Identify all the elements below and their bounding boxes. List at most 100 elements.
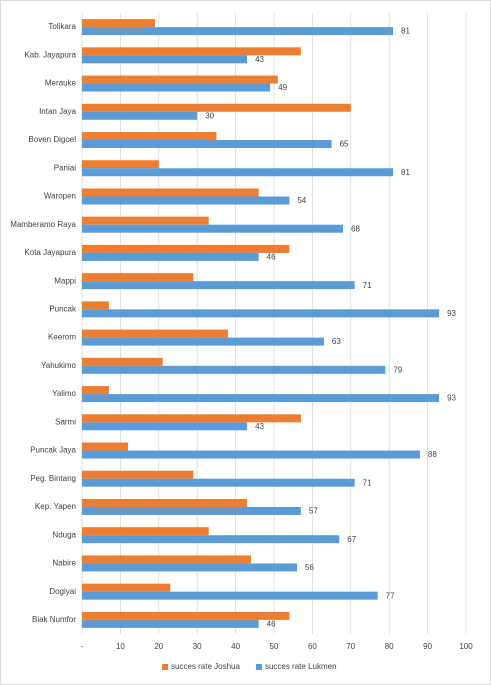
- bar: [82, 619, 259, 628]
- bar: [82, 47, 301, 56]
- y-tick-label: Puncak: [49, 304, 77, 313]
- bar: [82, 583, 171, 592]
- bar: [82, 309, 440, 318]
- y-tick-label: Biak Numfor: [32, 615, 76, 624]
- bar: [82, 273, 194, 282]
- data-label: 54: [297, 196, 306, 205]
- data-label: 43: [255, 55, 264, 64]
- data-label: 43: [255, 422, 264, 431]
- bar: [82, 301, 109, 310]
- data-label: 79: [393, 365, 402, 374]
- bar: [82, 132, 217, 141]
- y-tick-label: Keerom: [48, 333, 76, 342]
- bar: [82, 591, 378, 600]
- y-tick-label: Peg. Bintang: [30, 474, 76, 483]
- bar: [82, 386, 109, 395]
- bar: [82, 555, 251, 564]
- data-label: 93: [447, 394, 456, 403]
- x-tick-label: 60: [308, 642, 317, 651]
- data-label: 57: [309, 507, 318, 516]
- bar: [82, 140, 332, 149]
- x-tick-label: -: [81, 642, 84, 651]
- y-tick-label: Mamberamo Raya: [10, 220, 76, 229]
- legend-swatch: [255, 664, 262, 670]
- bar: [82, 329, 228, 338]
- x-tick-label: 80: [385, 642, 394, 651]
- y-tick-label: Intan Jaya: [39, 107, 76, 116]
- y-tick-label: Boven Digoel: [28, 135, 76, 144]
- y-tick-label: Yalimo: [52, 389, 76, 398]
- y-tick-label: Sarmi: [55, 417, 76, 426]
- bar: [82, 506, 301, 515]
- legend-label: succes rate Lukmen: [265, 662, 337, 671]
- bar: [82, 83, 271, 92]
- bar: [82, 563, 298, 572]
- y-tick-label: Tolikara: [48, 22, 76, 31]
- bar: [82, 252, 259, 261]
- data-label: 67: [347, 535, 356, 544]
- bar: [82, 168, 394, 177]
- data-label: 46: [267, 619, 276, 628]
- y-tick-label: Nduga: [52, 530, 76, 539]
- x-tick-label: 70: [346, 642, 355, 651]
- bar: [82, 527, 209, 536]
- data-label: 63: [332, 337, 341, 346]
- data-label: 93: [447, 309, 456, 318]
- data-label: 81: [401, 168, 410, 177]
- bar: [82, 337, 324, 346]
- x-tick-label: 50: [270, 642, 279, 651]
- x-tick-label: 30: [193, 642, 202, 651]
- data-label: 77: [386, 591, 395, 600]
- bar: [82, 414, 301, 423]
- bar: [82, 196, 290, 205]
- y-tick-label: Kep. Yapen: [35, 502, 76, 511]
- bar: [82, 55, 248, 64]
- y-tick-label: Yahukimo: [41, 361, 77, 370]
- bar: [82, 244, 290, 253]
- bar: [82, 188, 259, 197]
- bar: [82, 450, 420, 459]
- y-tick-label: Kab. Jayapura: [24, 50, 76, 59]
- y-tick-label: Puncak Jaya: [30, 446, 76, 455]
- bar: [82, 19, 155, 28]
- bar: [82, 75, 278, 84]
- data-label: 65: [340, 140, 349, 149]
- data-label: 49: [278, 83, 287, 92]
- y-tick-label: Nabire: [52, 559, 76, 568]
- y-tick-label: Dogiyai: [49, 587, 76, 596]
- bar: [82, 611, 290, 620]
- x-tick-label: 100: [459, 642, 473, 651]
- x-tick-label: 90: [423, 642, 432, 651]
- x-tick-label: 40: [231, 642, 240, 651]
- bar: [82, 478, 355, 487]
- bar: [82, 103, 351, 112]
- bar: [82, 498, 248, 507]
- bar: [82, 160, 159, 169]
- bar: [82, 422, 248, 431]
- bar: [82, 357, 163, 366]
- bar: [82, 27, 394, 36]
- bar: [82, 470, 194, 479]
- data-label: 68: [351, 224, 360, 233]
- y-tick-label: Paniai: [54, 163, 76, 172]
- data-label: 88: [428, 450, 437, 459]
- data-label: 81: [401, 27, 410, 36]
- data-label: 30: [205, 111, 214, 120]
- data-label: 71: [363, 478, 372, 487]
- y-tick-label: Waropen: [44, 192, 76, 201]
- bar: [82, 281, 355, 290]
- bar: [82, 224, 344, 233]
- legend-swatch: [162, 664, 168, 670]
- data-label: 46: [267, 253, 276, 262]
- data-label: 56: [305, 563, 314, 572]
- x-tick-label: 20: [154, 642, 163, 651]
- y-tick-label: Mappi: [54, 276, 76, 285]
- legend-label: succes rate Joshua: [171, 662, 240, 671]
- x-tick-label: 10: [116, 642, 125, 651]
- bar: [82, 535, 340, 544]
- y-tick-label: Kota Jayapura: [24, 248, 76, 257]
- bar: [82, 394, 440, 403]
- bar: [82, 442, 129, 451]
- bar: [82, 365, 386, 374]
